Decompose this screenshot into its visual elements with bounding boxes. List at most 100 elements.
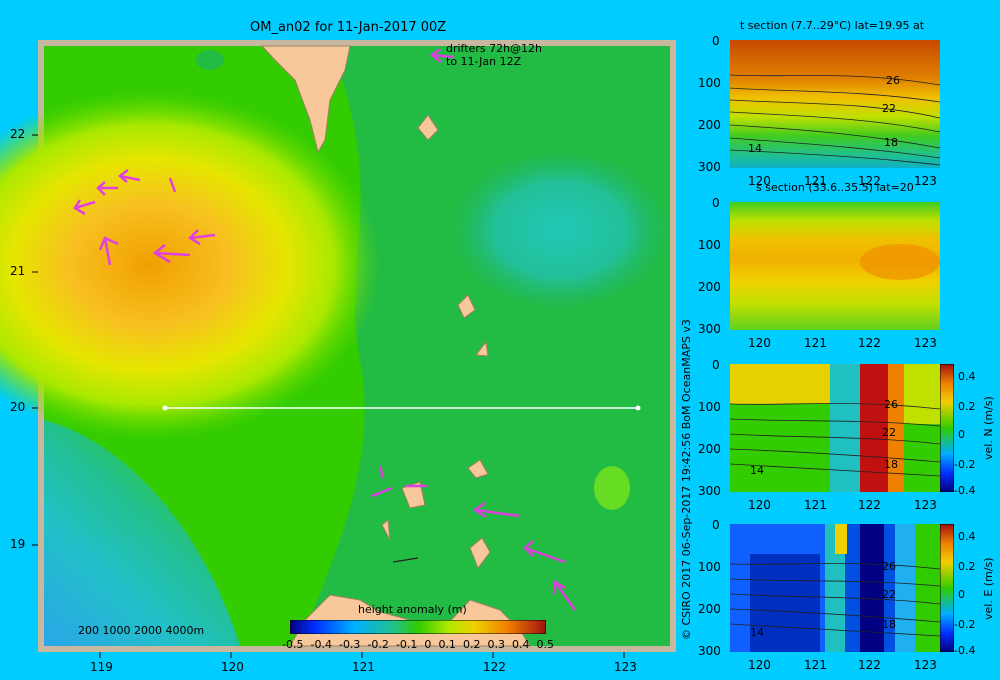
panel1-contour-label: 14 (748, 142, 762, 155)
panel3-y-tick: 0 (712, 358, 720, 372)
panel2-y-tick: 200 (698, 280, 721, 294)
panel1-title: t section (7.7..29°C) lat=19.95 at (740, 19, 925, 32)
panel3-contour-label: 18 (884, 458, 898, 471)
map-x-tick: 119 (90, 660, 113, 674)
panel4-contour-label: 22 (882, 588, 896, 601)
ssh-low-eddy (450, 150, 670, 310)
map-x-tick: 121 (352, 660, 375, 674)
map-tick-marks (32, 134, 625, 658)
vel-n-colorbar (940, 364, 954, 492)
vel-e-cbar-tick: -0.2 (954, 618, 976, 631)
drifters-label-line1: drifters 72h@12h (446, 42, 543, 55)
vel-n-cbar-tick: 0 (958, 428, 965, 441)
vel-e-cbar-tick: -0.4 (954, 644, 976, 657)
vel-n-cbar-tick: -0.2 (954, 458, 976, 471)
panel3-y-tick: 300 (698, 484, 721, 498)
colorbar-tick: 0.3 (487, 638, 505, 651)
panel4-y-tick: 100 (698, 560, 721, 574)
vel-n-cbar-label: vel. N (m/s) (982, 396, 995, 460)
vel-n-cbar-tick: 0.2 (958, 400, 976, 413)
colorbar-tick: -0.2 (367, 638, 389, 651)
panel2-y-tick: 0 (712, 196, 720, 210)
panel2-y-tick: 100 (698, 238, 721, 252)
map-y-tick: 22 (10, 127, 26, 141)
panel4-x-tick: 123 (914, 658, 937, 672)
panel1-x-tick: 122 (858, 174, 881, 188)
panel1-x-tick: 121 (804, 174, 827, 188)
section-end-point (635, 405, 641, 411)
vel-n-cbar-tick: -0.4 (954, 484, 976, 497)
map-title: OM_an02 for 11-Jan-2017 00Z (250, 20, 447, 35)
panel4-x-tick: 120 (748, 658, 771, 672)
panel2-x-tick: 122 (858, 336, 881, 350)
panel1-y-tick: 200 (698, 118, 721, 132)
main-map[interactable] (0, 0, 690, 680)
temperature-section[interactable] (730, 40, 940, 168)
vel-e-section[interactable] (730, 524, 940, 652)
land-island (381, 519, 391, 541)
panel2-x-tick: 120 (748, 336, 771, 350)
land-island (401, 481, 426, 509)
panel4-contour-label: 18 (882, 618, 896, 631)
vel-e-cbar-tick: 0.2 (958, 560, 976, 573)
panel2-title: s section (33.6..35.5) lat=20 (756, 181, 914, 194)
panel2-y-tick: 300 (698, 322, 721, 336)
panel3-x-tick: 122 (858, 498, 881, 512)
panel1-contour-label: 22 (882, 102, 896, 115)
panel4-y-tick: 300 (698, 644, 721, 658)
panel1-y-tick: 100 (698, 76, 721, 90)
colorbar-tick: 0 (424, 638, 432, 651)
panel4-x-tick: 121 (804, 658, 827, 672)
salinity-section[interactable] (730, 202, 940, 330)
panel1-y-tick: 300 (698, 160, 721, 174)
ssh-patch (594, 466, 630, 510)
panel3-contour-label: 22 (882, 426, 896, 439)
panel2-x-tick: 123 (914, 336, 937, 350)
map-y-tick: 19 (10, 537, 26, 551)
drifter-arrows (73, 48, 577, 611)
panel4-x-tick: 122 (858, 658, 881, 672)
colorbar-tick: -0.4 (310, 638, 332, 651)
colorbar-tick: 0.1 (438, 638, 456, 651)
land-island (417, 114, 439, 141)
colorbar-tick: -0.1 (395, 638, 418, 651)
panel4-contour-label: 26 (882, 560, 896, 573)
map-x-tick: 123 (614, 660, 637, 674)
panel3-x-tick: 121 (804, 498, 827, 512)
depth-legend: 200 1000 2000 4000m (78, 624, 205, 637)
colorbar-tick: -0.3 (338, 638, 361, 651)
panel1-x-tick: 123 (914, 174, 937, 188)
colorbar-tick: -0.5 (282, 638, 304, 651)
ssh-colorbar (290, 620, 546, 634)
map-x-tick: 122 (483, 660, 506, 674)
drifters-label-line2: to 11-Jan 12Z (446, 55, 522, 68)
vel-n-section[interactable] (730, 364, 940, 492)
colorbar-title: height anomaly (m) (358, 603, 467, 616)
land-island (475, 340, 489, 357)
panel4-y-tick: 200 (698, 602, 721, 616)
vel-e-cbar-tick: 0.4 (958, 530, 976, 543)
vel-e-colorbar (940, 524, 954, 652)
vel-e-cbar-label: vel. E (m/s) (982, 557, 995, 620)
land-island (457, 294, 476, 319)
panel1-y-tick: 0 (712, 34, 720, 48)
vel-n-cbar-tick: 0.4 (958, 370, 976, 383)
ssh-high-eddy (0, 90, 380, 440)
panel3-x-tick: 120 (748, 498, 771, 512)
colorbar-tick: 0.5 (536, 638, 555, 651)
vel-e-cbar-tick: 0 (958, 588, 965, 601)
land-island (469, 537, 491, 570)
panel3-x-tick: 123 (914, 498, 937, 512)
panel3-contour-label: 26 (884, 398, 898, 411)
panel1-x-tick: 120 (748, 174, 771, 188)
ssh-patch (196, 50, 224, 70)
panel3-y-tick: 100 (698, 400, 721, 414)
map-y-tick: 20 (10, 400, 26, 414)
section-start-point (162, 405, 168, 411)
panel2-x-tick: 121 (804, 336, 827, 350)
panel3-y-tick: 200 (698, 442, 721, 456)
land-island (467, 459, 489, 479)
panel3-contour-label: 14 (750, 464, 764, 477)
panel4-contour-label: 14 (750, 626, 764, 639)
panel1-contour-label: 18 (884, 136, 898, 149)
